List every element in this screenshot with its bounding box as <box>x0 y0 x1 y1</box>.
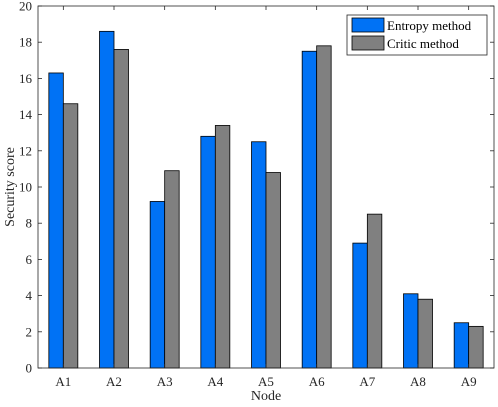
x-tick-label: A3 <box>157 374 173 389</box>
axes-group <box>37 5 495 369</box>
bar-a9-entropy <box>453 322 470 369</box>
y-tick-label: 10 <box>19 180 32 195</box>
legend: Entropy method Critic method <box>346 14 488 56</box>
bar-a4-entropy <box>200 135 216 369</box>
bar-a2-critic <box>113 49 129 369</box>
bar-a1-entropy <box>48 72 64 369</box>
y-tick-label: 8 <box>26 216 33 231</box>
bar-a7-entropy <box>352 242 368 369</box>
bar-a4-critic <box>214 125 231 369</box>
x-axis-title: Node <box>251 389 281 404</box>
legend-label-entropy: Entropy method <box>387 18 472 33</box>
x-tick-label: A1 <box>55 374 71 389</box>
y-tick-label: 18 <box>19 35 32 50</box>
bar-a5-critic <box>265 172 281 369</box>
y-tick-label: 2 <box>26 324 33 339</box>
bar-a3-entropy <box>149 201 166 369</box>
bar-a8-critic <box>417 298 433 369</box>
x-tick-label: A2 <box>106 374 122 389</box>
x-tick-label: A7 <box>359 374 375 389</box>
bar-a9-critic <box>468 325 484 369</box>
y-tick-label: 16 <box>19 71 33 86</box>
bar-a5-entropy <box>251 141 267 369</box>
y-tick-label: 6 <box>26 252 33 267</box>
legend-swatch-critic <box>351 35 385 51</box>
y-tick-label: 12 <box>19 143 32 158</box>
bar-a6-entropy <box>301 50 318 369</box>
y-tick-label: 14 <box>19 107 33 122</box>
x-tick-label: A4 <box>207 374 223 389</box>
tick-labels-group: 0 2 4 6 8 10 12 14 16 18 20 A1 A2 A3 A4 A5 A6 A7 A8 A9 <box>19 0 477 389</box>
y-tick-label: 4 <box>26 288 33 303</box>
x-tick-label: A6 <box>309 374 325 389</box>
bar-a1-critic <box>62 103 79 369</box>
y-tick-label: 20 <box>19 0 32 14</box>
bar-a8-entropy <box>403 293 419 369</box>
y-tick-label: 0 <box>26 361 33 376</box>
legend-swatch-entropy <box>351 17 385 33</box>
x-tick-label: A5 <box>258 374 274 389</box>
bar-a6-critic <box>316 45 332 369</box>
x-tick-label: A9 <box>461 374 477 389</box>
legend-label-critic: Critic method <box>387 36 459 51</box>
bar-a7-critic <box>366 213 383 369</box>
bar-a2-entropy <box>99 30 115 369</box>
bars-group <box>48 30 484 369</box>
bar-a3-critic <box>164 170 180 369</box>
x-tick-label: A8 <box>410 374 426 389</box>
y-axis-title: Security score <box>3 147 18 227</box>
